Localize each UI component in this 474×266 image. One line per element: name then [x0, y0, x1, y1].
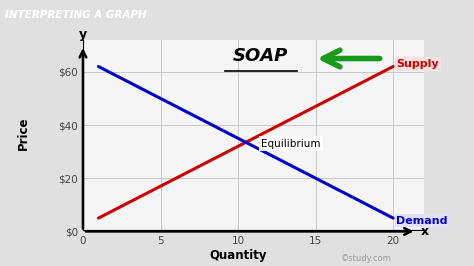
Text: x: x [421, 225, 429, 238]
Text: Demand: Demand [396, 216, 448, 226]
Text: Quantity: Quantity [210, 249, 267, 262]
Text: Supply: Supply [396, 59, 439, 69]
Text: y: y [79, 28, 87, 41]
Text: Equilibrium: Equilibrium [261, 139, 321, 149]
Text: ©study.com: ©study.com [341, 254, 392, 263]
Text: INTERPRETING A GRAPH: INTERPRETING A GRAPH [5, 10, 146, 20]
Text: SOAP: SOAP [233, 47, 288, 65]
Text: Price: Price [17, 116, 30, 150]
